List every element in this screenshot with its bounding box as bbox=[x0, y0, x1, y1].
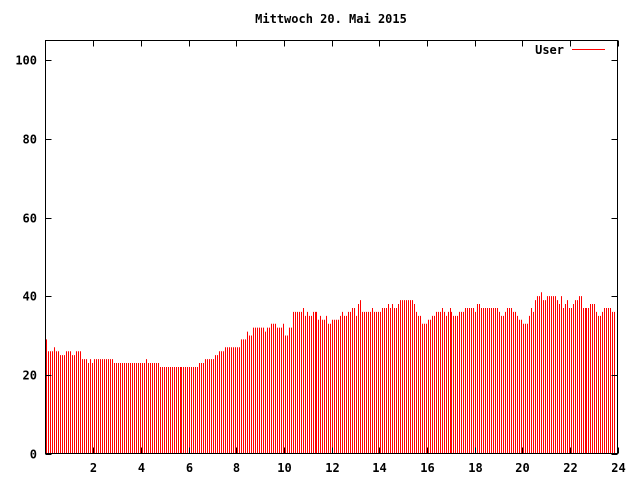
x-tick-label: 18 bbox=[468, 461, 482, 475]
y-tick-label: 40 bbox=[23, 290, 37, 304]
legend: User bbox=[535, 43, 605, 57]
x-tick-label: 14 bbox=[372, 461, 386, 475]
chart-title: Mittwoch 20. Mai 2015 bbox=[255, 12, 407, 26]
y-tick-label: 80 bbox=[23, 133, 37, 147]
y-tick-label: 20 bbox=[23, 369, 37, 383]
x-tick-label: 12 bbox=[325, 461, 339, 475]
y-axis: 0 20 40 60 80 100 bbox=[15, 54, 618, 462]
x-tick-label: 6 bbox=[186, 461, 193, 475]
x-tick-label: 24 bbox=[611, 461, 625, 475]
plot-frame bbox=[45, 40, 618, 454]
legend-label: User bbox=[535, 43, 564, 57]
y-tick-label: 100 bbox=[15, 54, 37, 68]
x-tick-label: 10 bbox=[277, 461, 291, 475]
x-axis: 2 4 6 8 10 12 14 16 18 20 22 24 bbox=[90, 40, 626, 475]
x-tick-label: 2 bbox=[90, 461, 97, 475]
y-tick-label: 60 bbox=[23, 212, 37, 226]
bars bbox=[46, 292, 615, 454]
y-tick-label: 0 bbox=[30, 448, 37, 462]
x-tick-label: 4 bbox=[138, 461, 145, 475]
x-tick-label: 22 bbox=[563, 461, 577, 475]
x-tick-label: 20 bbox=[515, 461, 529, 475]
x-tick-label: 16 bbox=[420, 461, 434, 475]
x-tick-label: 8 bbox=[233, 461, 240, 475]
